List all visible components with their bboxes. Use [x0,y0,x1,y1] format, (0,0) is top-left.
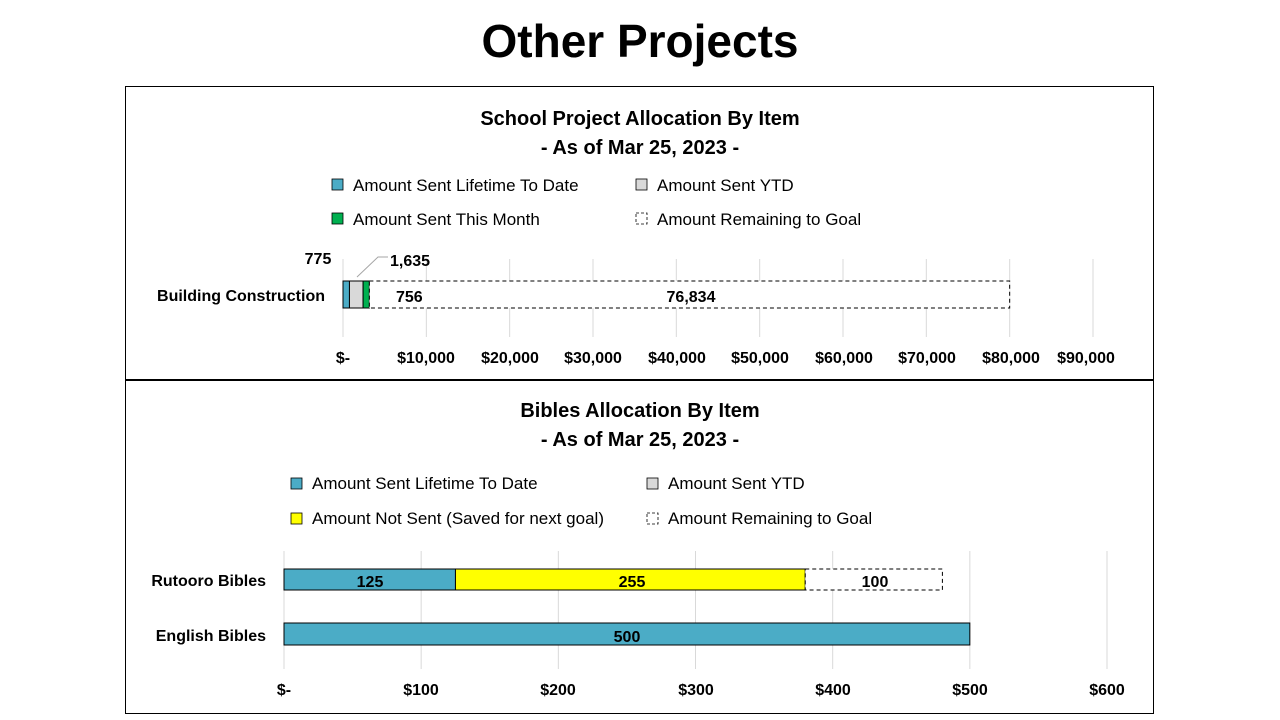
x-tick-label-0: $- [336,350,350,367]
legend-swatch-not-sent [290,512,303,525]
bibles-chart: Bibles Allocation By Item - As of Mar 25… [151,400,1125,699]
x-tick-label-4: $40,000 [648,350,706,367]
bar-english-bibles-amount-sent-lifetime-to-date [283,622,971,646]
x-tick-label-1: $100 [403,682,439,699]
school-chart-title: School Project Allocation By Item [480,108,799,130]
bar-building-construction-amount-remaining-to-goal [368,280,1011,309]
legend-swatch-remaining [646,512,659,525]
bar-building-construction-amount-sent-ytd [348,280,364,309]
x-tick-label-6: $600 [1089,682,1125,699]
x-tick-label-5: $50,000 [731,350,789,367]
x-tick-label-2: $200 [540,682,576,699]
data-label-this-month: 756 [396,289,423,306]
bar-building-construction-amount-sent-this-month [362,280,370,309]
bibles-chart-panel: Bibles Allocation By Item - As of Mar 25… [125,380,1154,714]
bibles-chart-subtitle: - As of Mar 25, 2023 - [541,429,739,451]
bar-rutooro-bibles-amount-remaining-to-goal [804,568,943,591]
legend-swatch-remaining [635,212,648,225]
category-label-english-bibles: English Bibles [156,628,266,645]
data-label-ytd: 1,635 [390,253,430,270]
x-tick-label-4: $400 [815,682,851,699]
x-tick-label-6: $60,000 [815,350,873,367]
x-tick-label-2: $20,000 [481,350,539,367]
legend-swatch-this-month [331,212,344,225]
legend-label-ytd: Amount Sent YTD [657,176,794,195]
legend-swatch-ytd [646,477,659,490]
bar-building-construction-amount-sent-lifetime-to-date [342,280,350,309]
data-label-rutooro-remaining: 100 [862,574,889,591]
x-tick-label-3: $300 [678,682,714,699]
legend-label-ytd: Amount Sent YTD [668,474,805,493]
x-tick-label-8: $80,000 [982,350,1040,367]
data-label-english-lifetime: 500 [614,629,641,646]
data-label-remaining: 76,834 [667,289,716,306]
legend-swatch-lifetime [290,477,303,490]
legend-label-remaining: Amount Remaining to Goal [657,210,861,229]
school-x-axis: $- $10,000 $20,000 $30,000 $40,000 $50,0… [336,350,1115,367]
category-label-rutooro-bibles: Rutooro Bibles [151,573,266,590]
school-legend: Amount Sent Lifetime To Date Amount Sent… [331,176,861,229]
school-bars [342,280,1011,309]
school-chart-panel: School Project Allocation By Item - As o… [125,86,1154,380]
x-tick-label-7: $70,000 [898,350,956,367]
legend-label-not-sent: Amount Not Sent (Saved for next goal) [312,509,604,528]
data-label-rutooro-lifetime: 125 [357,574,384,591]
category-label-building-construction: Building Construction [157,288,325,305]
school-chart-subtitle: - As of Mar 25, 2023 - [541,137,739,159]
page-title: Other Projects [481,15,799,67]
legend-label-remaining: Amount Remaining to Goal [668,509,872,528]
data-label-lifetime: 775 [305,251,332,268]
data-label-leader-line [356,256,388,278]
x-tick-label-0: $- [277,682,291,699]
legend-label-lifetime: Amount Sent Lifetime To Date [353,176,579,195]
bibles-x-axis: $- $100 $200 $300 $400 $500 $600 [277,682,1125,699]
x-tick-label-9: $90,000 [1057,350,1115,367]
x-tick-label-5: $500 [952,682,988,699]
school-chart: School Project Allocation By Item - As o… [157,108,1115,367]
legend-label-this-month: Amount Sent This Month [353,210,540,229]
legend-label-lifetime: Amount Sent Lifetime To Date [312,474,538,493]
bibles-bars [283,568,971,646]
legend-swatch-ytd [635,178,648,191]
x-tick-label-1: $10,000 [397,350,455,367]
bibles-legend: Amount Sent Lifetime To Date Amount Sent… [290,474,872,528]
x-tick-label-3: $30,000 [564,350,622,367]
bibles-chart-title: Bibles Allocation By Item [520,400,759,422]
legend-swatch-lifetime [331,178,344,191]
data-label-rutooro-not-sent: 255 [619,574,646,591]
